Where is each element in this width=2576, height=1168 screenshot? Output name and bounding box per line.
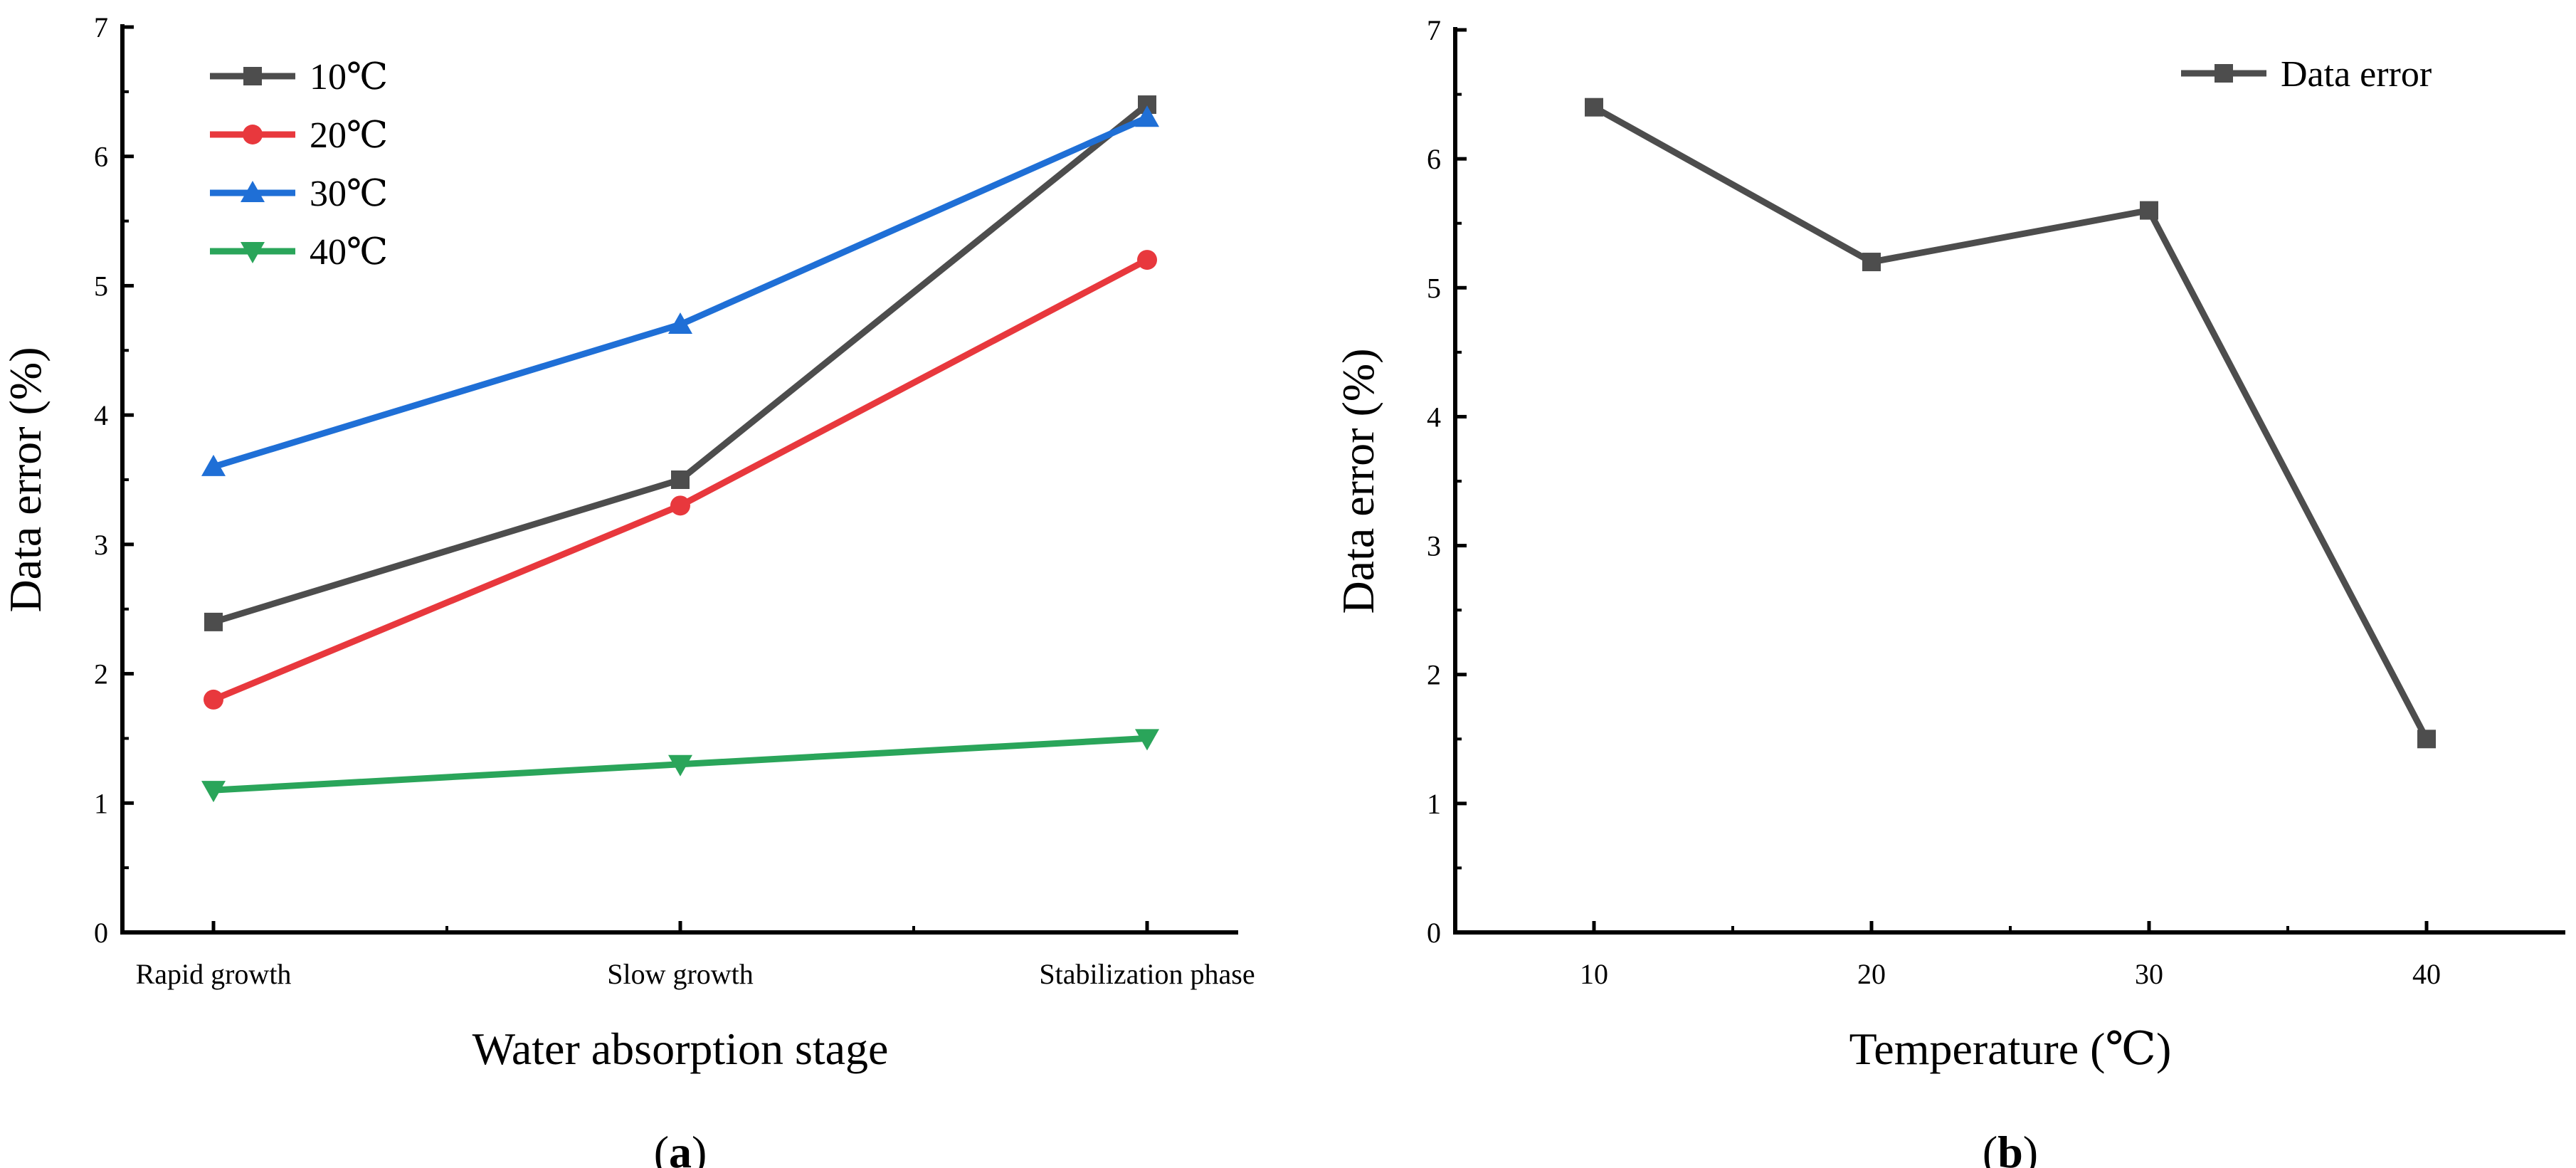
panel-label-letter: b xyxy=(1997,1127,2023,1168)
legend: Data error xyxy=(2181,54,2432,95)
legend-marker xyxy=(241,181,265,202)
y-tick-label: 2 xyxy=(1427,659,1441,691)
y-tick-label: 0 xyxy=(1427,917,1441,949)
x-tick-label: Rapid growth xyxy=(136,958,292,990)
series-0 xyxy=(204,95,1156,631)
data-point xyxy=(1137,250,1157,270)
x-tick-label: 30 xyxy=(2135,958,2163,990)
data-point xyxy=(671,470,690,489)
data-point xyxy=(2417,730,2436,749)
data-point xyxy=(1135,105,1159,127)
legend-label: 40℃ xyxy=(310,232,388,273)
x-tick-label: Slow growth xyxy=(607,958,754,990)
legend-marker xyxy=(243,67,262,85)
y-tick-label: 5 xyxy=(94,270,108,302)
y-tick-label: 6 xyxy=(94,141,108,173)
y-tick-label: 4 xyxy=(94,399,108,431)
y-tick-label: 4 xyxy=(1427,401,1441,433)
y-tick-label: 1 xyxy=(94,787,108,819)
y-axis-title: Data error (%) xyxy=(0,347,51,612)
panel-label-letter: a xyxy=(669,1127,692,1168)
x-axis-title: Temperature (℃) xyxy=(1849,1024,2172,1074)
legend: 10℃ 20℃ 30℃ 40℃ xyxy=(210,57,388,273)
x-tick-label: Stabilization phase xyxy=(1039,958,1255,990)
legend-label: 20℃ xyxy=(310,115,388,156)
chart-a: 0 1 2 3 4 5 6 7 Rapid growth Slow growth Stabiliza… xyxy=(0,11,1255,1168)
data-point xyxy=(2140,201,2158,220)
series-1 xyxy=(204,250,1157,710)
legend-marker xyxy=(243,125,263,144)
panel-label: (a) xyxy=(654,1127,707,1168)
data-point xyxy=(1135,729,1159,751)
series-0 xyxy=(1585,98,2436,749)
y-tick-label: 2 xyxy=(94,658,108,690)
y-tick-label: 7 xyxy=(94,11,108,43)
data-point xyxy=(668,312,692,334)
y-tick-label: 1 xyxy=(1427,788,1441,820)
legend-marker xyxy=(2215,64,2233,83)
data-point xyxy=(201,781,226,803)
chart-b: 0 1 2 3 4 5 6 7 10 20 30 40 Temperature (℃) Data erro… xyxy=(1333,14,2565,1168)
data-point xyxy=(204,612,223,631)
y-tick-label: 3 xyxy=(1427,530,1441,562)
series-line xyxy=(212,115,1149,470)
y-axis-title: Data error (%) xyxy=(1333,348,1383,614)
y-tick-label: 0 xyxy=(94,917,108,949)
y-tick-label: 6 xyxy=(1427,143,1441,175)
series-line xyxy=(1592,104,2429,741)
panel-label: (b) xyxy=(1983,1127,2038,1168)
series-2 xyxy=(201,105,1159,476)
x-tick-label: 40 xyxy=(2412,958,2441,990)
legend-label: 10℃ xyxy=(310,57,388,98)
data-point xyxy=(668,754,692,777)
data-point xyxy=(1585,98,1603,117)
series-3 xyxy=(201,729,1159,803)
data-point xyxy=(1862,253,1881,272)
data-point xyxy=(201,454,226,476)
y-tick-label: 7 xyxy=(1427,14,1441,46)
y-tick-label: 5 xyxy=(1427,272,1441,304)
data-point xyxy=(670,495,690,516)
legend-label: Data error xyxy=(2281,54,2432,95)
data-point xyxy=(204,689,223,710)
x-tick-label: 10 xyxy=(1580,958,1608,990)
legend-marker xyxy=(241,242,265,263)
y-tick-label: 3 xyxy=(94,529,108,561)
legend-label: 30℃ xyxy=(310,174,388,214)
x-axis-title: Water absorption stage xyxy=(473,1024,889,1074)
x-tick-label: 20 xyxy=(1857,958,1886,990)
